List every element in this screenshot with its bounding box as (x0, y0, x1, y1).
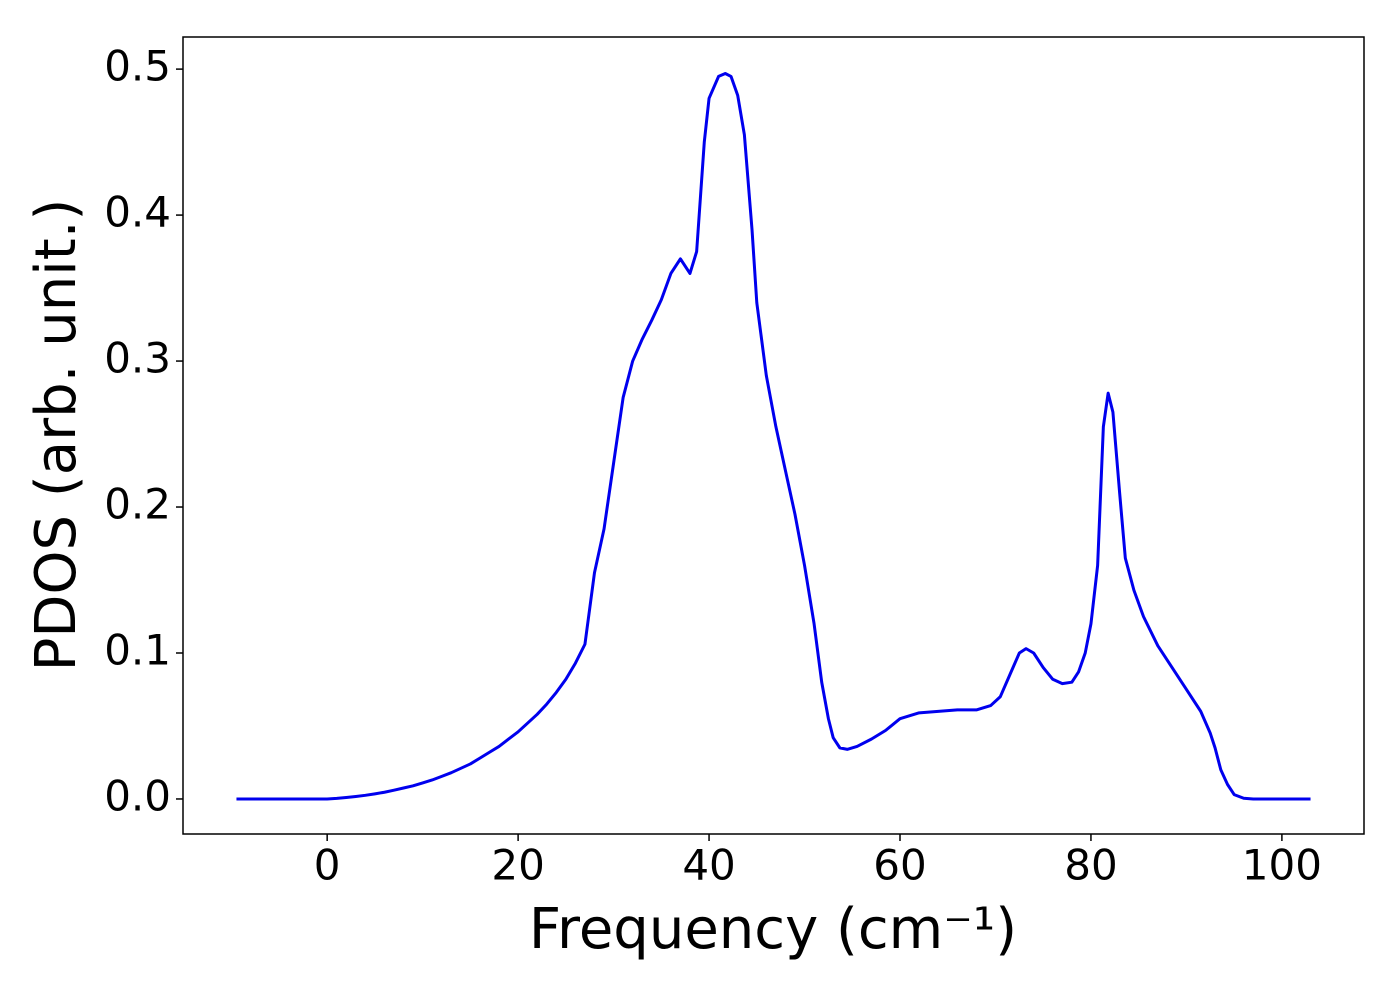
x-tick-label: 80 (1064, 841, 1117, 890)
x-tick-label: 0 (314, 841, 341, 890)
x-tick-label: 60 (873, 841, 926, 890)
y-tick-label: 0.4 (104, 188, 171, 237)
y-tick-label: 0.0 (104, 771, 171, 820)
y-tick-label: 0.3 (104, 334, 171, 383)
y-tick-label: 0.2 (104, 480, 171, 529)
data-line (236, 71, 1311, 801)
x-tick-label: 20 (491, 841, 544, 890)
x-tick-label: 100 (1242, 841, 1322, 890)
y-tick-label: 0.5 (104, 42, 171, 91)
x-tick-label: 40 (682, 841, 735, 890)
plot-frame (182, 36, 1365, 835)
y-axis-label: PDOS (arb. unit.) (24, 199, 89, 672)
x-axis-label: Frequency (cm⁻¹) (529, 897, 1017, 962)
y-tick-label: 0.1 (104, 625, 171, 674)
